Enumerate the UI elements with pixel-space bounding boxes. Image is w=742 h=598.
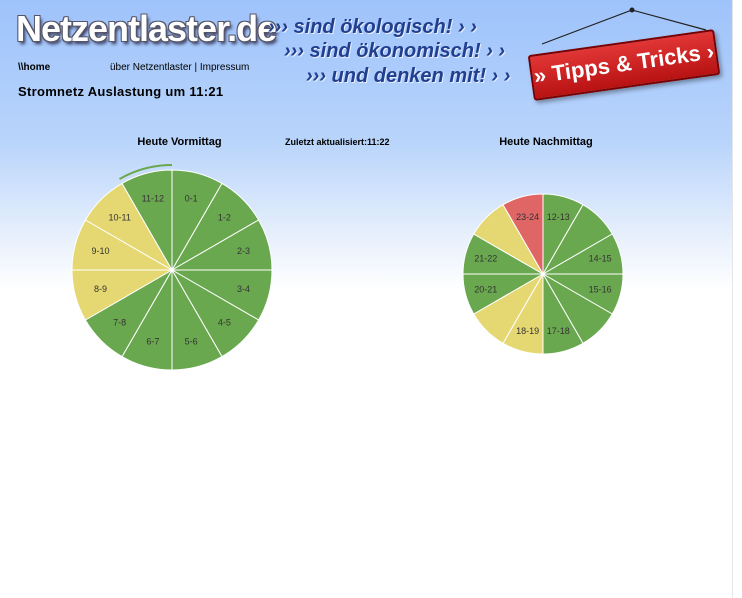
slice-label-7-8: 7-8 [113, 317, 126, 327]
nav-home-link[interactable]: \\home [18, 62, 51, 73]
slice-label-6-7: 6-7 [146, 336, 159, 346]
slice-label-3-4: 3-4 [237, 284, 250, 294]
chart-title-morning: Heute Vormittag [137, 136, 222, 148]
last-updated: Zuletzt aktualisiert:11:22 [285, 137, 390, 147]
slice-label-9-10: 9-10 [92, 246, 110, 256]
slice-label-11-12: 11-12 [142, 194, 164, 204]
slogan-ecological: ››› sind ökologisch! › › [268, 16, 477, 38]
slice-label-1-2: 1-2 [218, 213, 231, 223]
hanging-string-icon [541, 7, 707, 45]
slice-label-0-1: 0-1 [185, 194, 198, 204]
slice-label-21-22: 21-22 [474, 254, 497, 264]
slice-label-14-15: 14-15 [589, 254, 612, 264]
scrollbar-track[interactable] [732, 0, 742, 598]
nav-about-link[interactable]: über Netzentlaster [110, 62, 192, 73]
slice-label-18-19: 18-19 [516, 326, 539, 336]
slice-label-5-6: 5-6 [185, 336, 198, 346]
slice-label-10-11: 10-11 [108, 213, 130, 223]
slice-label-8-9: 8-9 [94, 284, 107, 294]
pie-slice-11-12[interactable] [121, 169, 173, 272]
tips-board[interactable]: » Tipps & Tricks › [520, 4, 721, 101]
slogan-smart: ››› und denken mit! › › [306, 65, 511, 87]
slice-label-4-5: 4-5 [218, 317, 231, 327]
nav-imprint-link[interactable]: Impressum [199, 62, 250, 73]
slice-label-15-16: 15-16 [589, 284, 612, 294]
slice-label-12-13: 12-13 [547, 212, 570, 222]
slogan-economical: ››› sind ökonomisch! › › [284, 40, 506, 62]
slice-label-23-24: 23-24 [516, 212, 539, 222]
slice-label-17-18: 17-18 [547, 326, 570, 336]
site-logo[interactable]: Netzentlaster.de [16, 8, 277, 49]
slice-label-2-3: 2-3 [237, 246, 250, 256]
nav-separator: | [194, 62, 198, 73]
chart-title-afternoon: Heute Nachmittag [499, 136, 593, 148]
pie-slice-23-24[interactable] [502, 193, 544, 276]
current-slot-indicator [119, 164, 173, 180]
page-title: Stromnetz Auslastung um 11:21 [18, 84, 224, 99]
slice-label-20-21: 20-21 [474, 284, 497, 294]
nav-links: über Netzentlaster | Impressum [110, 62, 249, 73]
